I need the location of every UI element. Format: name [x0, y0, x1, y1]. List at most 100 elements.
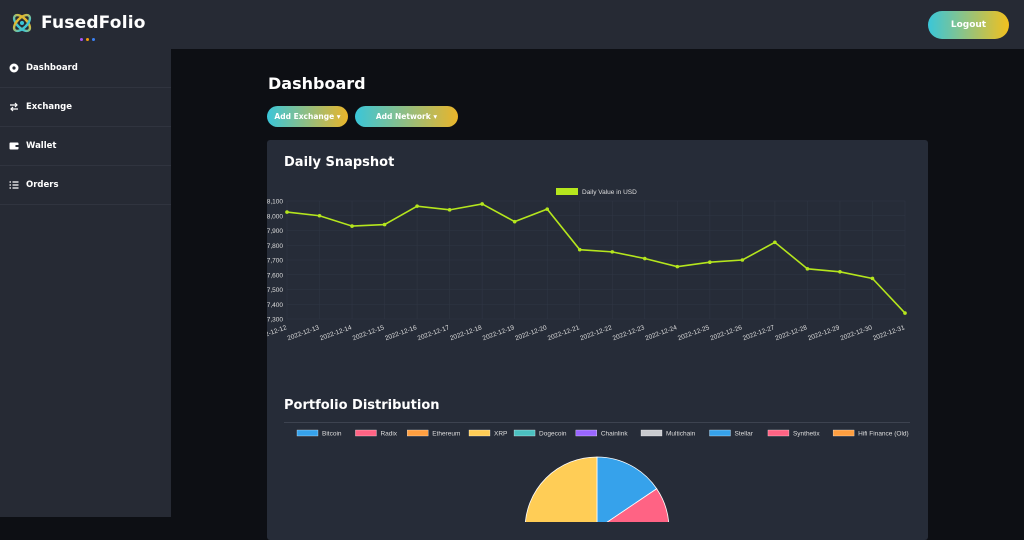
data-point: [512, 219, 517, 224]
legend-label: Chainlink: [601, 431, 628, 438]
sidebar-item-orders[interactable]: Orders: [0, 166, 171, 205]
x-tick-label: 2022-12-15: [352, 324, 386, 342]
data-point: [773, 240, 777, 245]
sidebar-item-dashboard[interactable]: Dashboard: [0, 49, 171, 88]
data-point: [350, 224, 354, 228]
pie-slice: [524, 456, 598, 522]
legend-label: Ethereum: [432, 431, 460, 438]
data-point: [610, 250, 615, 254]
legend-swatch: [468, 429, 491, 437]
legend-label: Hifi Finance (Old): [858, 431, 909, 438]
legend-swatch: [640, 429, 663, 437]
x-tick-label: 2022-12-13: [287, 324, 321, 342]
page-title: Dashboard: [268, 74, 366, 93]
x-tick-label: 2022-12-22: [579, 324, 613, 342]
brand[interactable]: FusedFolio: [10, 10, 146, 36]
portfolio-distribution-chart: Bitcoin Radix Ethereum XRP Dogecoin Chainlink…: [296, 429, 909, 522]
legend-swatch: [513, 429, 536, 437]
wallet-icon: [9, 142, 19, 150]
legend-label: Stellar: [735, 431, 754, 438]
brand-dot: [86, 38, 89, 41]
sidebar-item-exchange[interactable]: Exchange: [0, 88, 171, 127]
legend-label: Multichain: [666, 431, 696, 438]
legend-swatch: [355, 429, 377, 437]
brand-dot: [80, 38, 83, 41]
daily-snapshot-title: Daily Snapshot: [284, 155, 395, 170]
data-point: [708, 260, 712, 265]
x-tick-label: 2022-12-24: [644, 324, 678, 342]
sidebar-item-label: Orders: [26, 180, 59, 190]
data-point: [285, 210, 289, 214]
x-tick-label: 2022-12-30: [840, 324, 874, 342]
data-point: [545, 207, 550, 211]
daily-snapshot-chart: $8,100 $8,000 $7,900 $7,800 $7,700 $7,600 $7,5…: [267, 188, 907, 342]
y-tick-label: $7,700: [267, 258, 283, 265]
x-tick-label: 2022-12-25: [677, 324, 711, 342]
add-network-button[interactable]: Add Network ▾: [355, 106, 458, 127]
top-bar: FusedFolio Logout: [0, 0, 1024, 49]
legend-label: Daily Value in USD: [582, 189, 637, 196]
data-point: [903, 311, 907, 315]
x-tick-label: 2022-12-31: [872, 324, 906, 342]
x-tick-label: 2022-12-12: [267, 324, 288, 342]
dashboard-card: Daily Snapshot $8,100 $8,000 $7,900 $7,800 $…: [267, 140, 928, 540]
pie-slice: [596, 456, 658, 522]
sidebar-item-label: Dashboard: [26, 63, 78, 73]
brand-name: FusedFolio: [41, 13, 146, 33]
list-icon: [9, 181, 19, 189]
x-tick-label: 2022-12-21: [547, 324, 581, 342]
logout-button[interactable]: Logout: [928, 11, 1009, 39]
sidebar-item-label: Wallet: [26, 141, 57, 151]
brand-dot: [92, 38, 95, 41]
data-point: [577, 247, 582, 252]
section-divider: [284, 422, 910, 423]
data-point: [480, 202, 484, 206]
legend-label: Dogecoin: [539, 431, 567, 438]
data-point: [317, 213, 322, 218]
y-tick-label: $7,600: [267, 272, 283, 279]
y-tick-label: $7,900: [267, 228, 283, 235]
data-point: [447, 208, 452, 212]
legend-swatch: [296, 429, 319, 437]
y-tick-label: $7,300: [267, 317, 283, 324]
data-point: [870, 276, 875, 281]
legend-swatch: [575, 429, 598, 437]
x-tick-label: 2022-12-29: [807, 324, 841, 342]
legend-swatch: [556, 188, 578, 195]
legend-label: Radix: [380, 431, 397, 438]
legend-swatch: [709, 429, 731, 437]
y-tick-label: $7,800: [267, 243, 283, 250]
dashboard-icon: [9, 63, 19, 73]
pie-slice: [606, 488, 670, 522]
add-exchange-button[interactable]: Add Exchange ▾: [267, 106, 348, 127]
data-point: [642, 256, 647, 261]
x-tick-label: 2022-12-19: [482, 324, 516, 342]
data-point: [740, 258, 745, 262]
y-tick-label: $7,400: [267, 302, 283, 309]
x-tick-label: 2022-12-14: [319, 324, 353, 342]
x-tick-label: 2022-12-20: [514, 324, 548, 342]
legend-swatch: [407, 429, 429, 437]
data-point: [415, 204, 419, 208]
x-tick-label: 2022-12-23: [612, 324, 646, 342]
x-tick-label: 2022-12-16: [384, 324, 418, 342]
data-point: [675, 264, 680, 269]
brand-dots: [80, 38, 95, 41]
x-tick-label: 2022-12-17: [417, 324, 451, 342]
x-tick-label: 2022-12-28: [774, 324, 808, 342]
series-line: [286, 203, 906, 314]
main-content: Dashboard Add Exchange ▾ Add Network ▾ D…: [171, 49, 1024, 540]
exchange-arrows-icon: [10, 102, 18, 112]
y-tick-label: $8,100: [267, 199, 283, 206]
x-tick-label: 2022-12-18: [449, 324, 483, 342]
data-point: [838, 270, 842, 274]
sidebar-item-label: Exchange: [26, 102, 73, 112]
x-tick-label: 2022-12-26: [709, 324, 743, 342]
legend-label: Bitcoin: [322, 431, 342, 438]
portfolio-distribution-title: Portfolio Distribution: [284, 398, 440, 413]
x-tick-label: 2022-12-27: [742, 324, 776, 342]
data-point: [805, 267, 810, 271]
y-tick-label: $8,000: [267, 213, 283, 220]
sidebar-item-wallet[interactable]: Wallet: [0, 127, 171, 166]
legend-label: Synthetix: [793, 431, 820, 438]
